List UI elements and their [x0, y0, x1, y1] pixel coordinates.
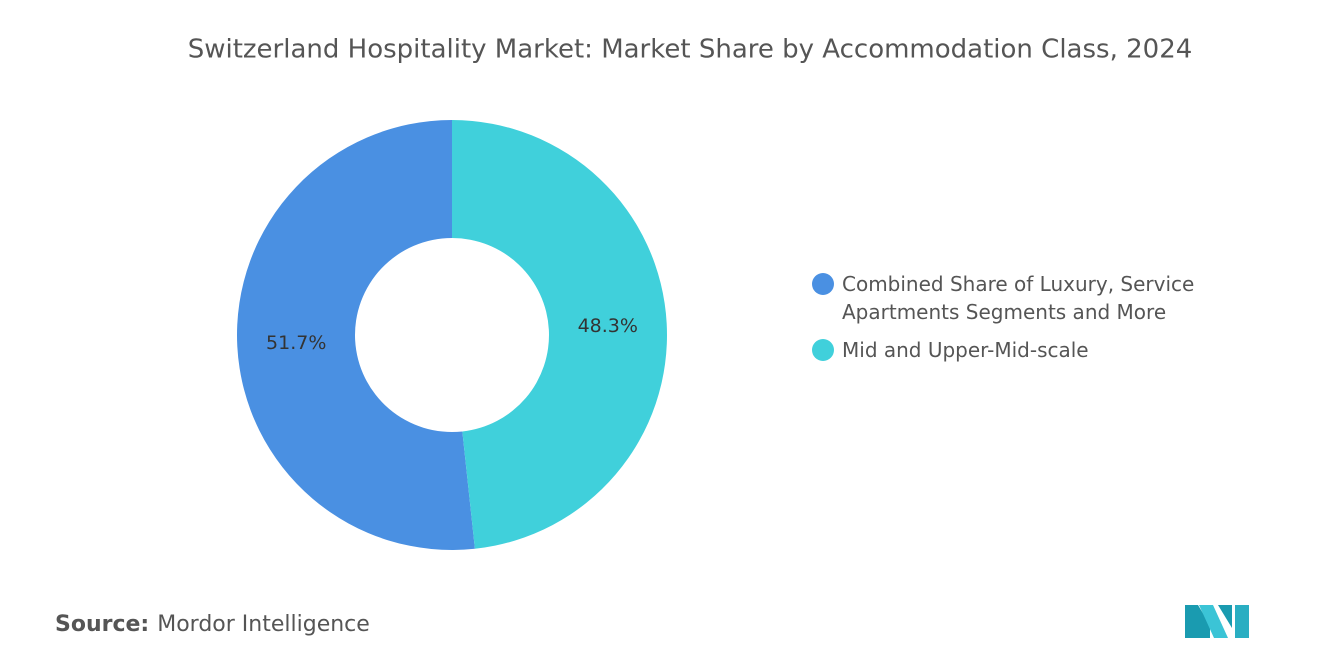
legend-item: Mid and Upper-Mid-scale [812, 336, 1212, 364]
legend-label: Combined Share of Luxury, Service Apartm… [842, 272, 1195, 324]
legend-swatch [812, 339, 834, 361]
source-text: Mordor Intelligence [157, 612, 370, 637]
source: Source: Mordor Intelligence [55, 612, 370, 637]
donut-slice [236, 120, 475, 550]
logo [1185, 605, 1249, 638]
legend-swatch [812, 273, 834, 295]
chart-title: Switzerland Hospitality Market: Market S… [188, 35, 1193, 65]
legend: Combined Share of Luxury, Service Apartm… [812, 270, 1212, 374]
legend-item: Combined Share of Luxury, Service Apartm… [812, 270, 1212, 326]
value-label: 48.3% [578, 315, 638, 337]
donut-slice [452, 120, 667, 549]
legend-label: Mid and Upper-Mid-scale [842, 338, 1089, 362]
source-label: Source: [55, 612, 150, 637]
value-label: 51.7% [266, 332, 326, 354]
